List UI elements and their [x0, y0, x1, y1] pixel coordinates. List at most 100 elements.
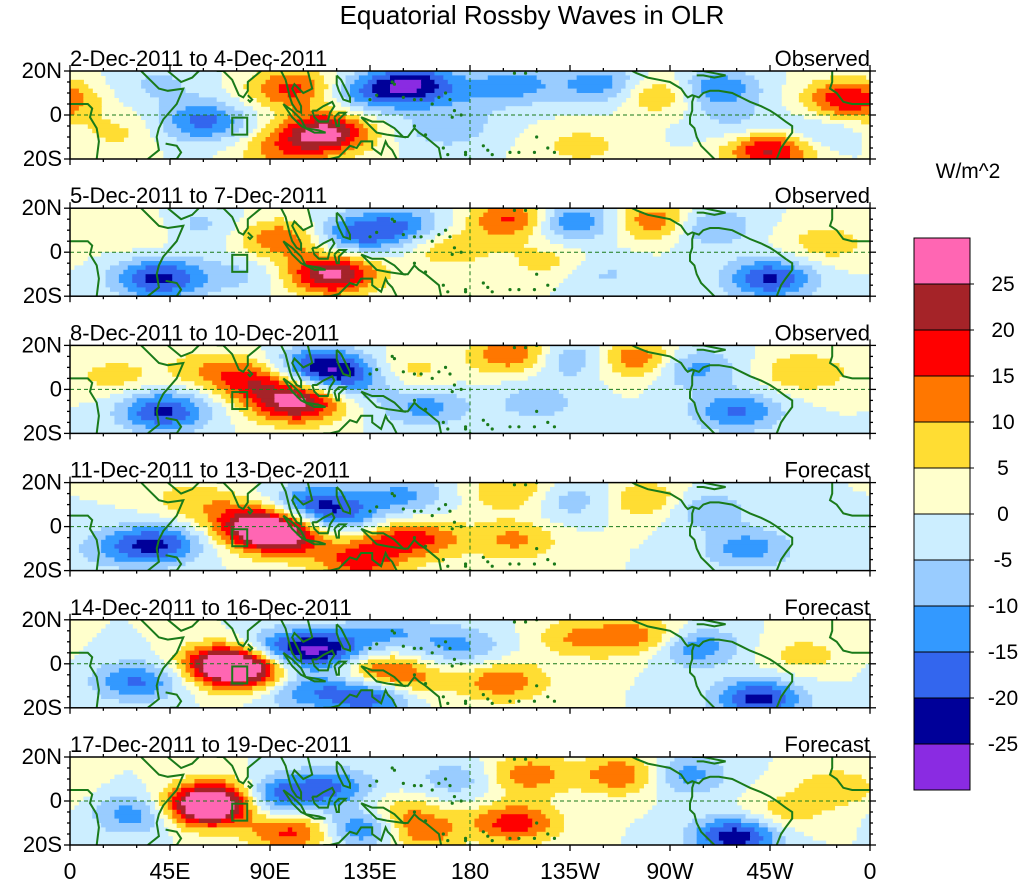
heatmap-cell [718, 278, 733, 284]
heatmap-cell [181, 796, 187, 802]
heatmap-cell [705, 703, 724, 708]
heatmap-cell [710, 757, 773, 762]
heatmap-cell [185, 818, 200, 824]
heatmap-cell [714, 663, 760, 669]
heatmap-cell [341, 655, 351, 660]
heatmap-cell [261, 141, 276, 147]
heatmap-cell [390, 247, 413, 253]
heatmap-cell [710, 402, 764, 408]
island-marker [508, 288, 512, 292]
heatmap-cell [163, 154, 213, 159]
heatmap-cell [790, 145, 800, 151]
heatmap-cell [474, 668, 542, 674]
heatmap-cell [185, 415, 200, 421]
heatmap-cell [403, 787, 449, 793]
heatmap-cell [470, 402, 507, 408]
heatmap-cell [230, 548, 244, 554]
island-marker [443, 640, 448, 644]
heatmap-cell [358, 650, 369, 656]
heatmap-cell [683, 97, 698, 103]
island-marker [450, 664, 454, 668]
heatmap-cell [332, 230, 347, 236]
heatmap-cell [252, 539, 298, 545]
heatmap-cell [278, 690, 293, 696]
heatmap-cell [314, 398, 324, 404]
heatmap-cell [194, 663, 204, 669]
heatmap-cell [483, 672, 524, 678]
heatmap-cell [767, 544, 791, 550]
x-tick-label: 90E [250, 858, 291, 884]
heatmap-cell [656, 526, 702, 532]
heatmap-cell [301, 526, 307, 532]
heatmap-cell [132, 402, 147, 408]
heatmap-cell [545, 495, 560, 501]
heatmap-cell [261, 407, 276, 412]
heatmap-cell [478, 482, 538, 488]
heatmap-cell [381, 831, 391, 837]
heatmap-cell [425, 672, 484, 678]
heatmap-cell [256, 681, 267, 687]
heatmap-cell [167, 225, 191, 231]
heatmap-cell [478, 827, 502, 833]
heatmap-cell [203, 509, 227, 514]
heatmap-cell [190, 539, 200, 545]
heatmap-cell [274, 424, 320, 430]
heatmap-cell [154, 663, 169, 669]
heatmap-cell [292, 376, 302, 382]
heatmap-cell [630, 823, 689, 828]
heatmap-cell [750, 389, 778, 395]
heatmap-cell [167, 694, 196, 700]
coastline [692, 345, 726, 354]
heatmap-cell [367, 659, 418, 665]
heatmap-cell [301, 522, 307, 528]
heatmap-cell [741, 79, 760, 85]
heatmap-cell [776, 278, 796, 284]
coastline [70, 651, 100, 708]
heatmap-cell [154, 393, 173, 399]
heatmap-cell [354, 97, 373, 103]
heatmap-cell [758, 818, 773, 824]
heatmap-cell [710, 97, 738, 103]
heatmap-cell [492, 699, 516, 704]
heatmap-cell [354, 779, 378, 784]
heatmap-cell [118, 548, 142, 554]
heatmap-cell [296, 672, 338, 678]
heatmap-cell [176, 389, 200, 395]
heatmap-cell [527, 535, 551, 541]
heatmap-cell [198, 650, 209, 656]
heatmap-cell [118, 261, 142, 266]
heatmap-cell [621, 840, 684, 845]
heatmap-cell [741, 287, 764, 293]
heatmap-cell [563, 393, 622, 399]
heatmap-cell [745, 407, 769, 412]
heatmap-cell [438, 765, 462, 771]
heatmap-cell [741, 535, 751, 541]
heatmap-cell [287, 641, 342, 647]
heatmap-cell [638, 393, 693, 399]
island-marker [419, 98, 423, 102]
heatmap-cell [683, 221, 698, 227]
heatmap-cell [754, 106, 787, 112]
island-marker [419, 372, 423, 376]
heatmap-cell [687, 487, 853, 492]
panel-period-label: 5-Dec-2011 to 7-Dec-2011 [70, 183, 327, 208]
y-tick-label: 20S [23, 832, 62, 857]
heatmap-cell [798, 261, 822, 266]
island-marker [401, 233, 405, 237]
heatmap-cell [101, 526, 133, 532]
region-box [231, 802, 249, 822]
heatmap-cell [261, 345, 293, 351]
heatmap-cell [634, 765, 649, 771]
heatmap-cell [145, 119, 160, 125]
heatmap-cell [265, 663, 271, 669]
heatmap-cell [296, 269, 311, 275]
heatmap-cell [198, 265, 240, 271]
heatmap-cell [145, 668, 164, 674]
heatmap-cell [203, 659, 253, 665]
heatmap-cell [176, 123, 196, 129]
heatmap-cell [727, 407, 747, 412]
heatmap-cell [718, 274, 733, 280]
heatmap-cell [563, 637, 649, 643]
heatmap-cell [674, 367, 689, 373]
heatmap-cell [656, 761, 671, 767]
